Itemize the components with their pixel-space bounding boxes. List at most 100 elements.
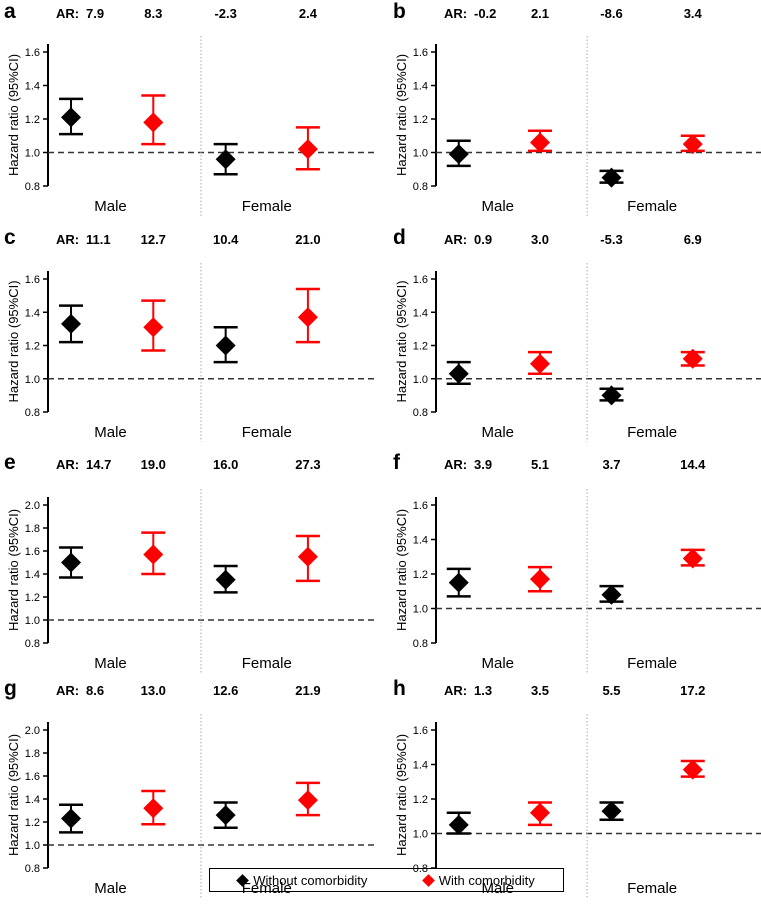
hr-point-g (61, 808, 82, 829)
y-tick-label-c: 1.2 (25, 341, 40, 353)
ar-value-e: 14.7 (86, 457, 111, 472)
group-label-male-d: Male (481, 424, 514, 441)
y-axis-title-g: Hazard ratio (95%CI) (6, 734, 21, 856)
hr-point-h (601, 801, 622, 822)
hr-point-e (215, 569, 236, 590)
y-tick-label-d: 0.8 (413, 407, 428, 419)
y-axis-title-h: Hazard ratio (95%CI) (394, 734, 409, 856)
y-tick-label-a: 0.8 (25, 181, 40, 193)
legend: Without comorbidity With comorbidity (209, 868, 564, 892)
y-tick-label-h: 1.4 (413, 760, 428, 772)
ar-value-c: 21.0 (295, 232, 320, 247)
ar-value-b: -0.2 (474, 6, 496, 21)
y-tick-label-g: 1.2 (25, 817, 40, 829)
y-tick-label-d: 1.4 (413, 307, 428, 319)
ar-value-f: 5.1 (531, 457, 549, 472)
hr-point-b (601, 167, 622, 188)
hr-point-e (143, 544, 164, 565)
ar-value-f: 14.4 (680, 457, 706, 472)
ar-value-a: 8.3 (144, 6, 162, 21)
hr-point-b (448, 144, 469, 165)
ar-value-d: 0.9 (474, 232, 492, 247)
hr-point-h (448, 814, 469, 835)
y-tick-label-g: 1.6 (25, 771, 40, 783)
group-label-female-b: Female (627, 198, 677, 215)
ar-value-d: 6.9 (684, 232, 702, 247)
hr-point-a (61, 107, 82, 128)
ar-value-b: -8.6 (600, 6, 622, 21)
ar-value-e: 16.0 (213, 457, 238, 472)
ar-value-g: 12.6 (213, 683, 238, 698)
ar-value-c: 12.7 (141, 232, 166, 247)
group-label-female-h: Female (627, 880, 677, 897)
y-axis-title-d: Hazard ratio (95%CI) (394, 280, 409, 402)
group-label-female-a: Female (242, 198, 292, 215)
group-label-male-e: Male (94, 655, 127, 672)
ar-value-f: 3.7 (602, 457, 620, 472)
hr-point-f (448, 572, 469, 593)
group-label-male-h: Male (481, 880, 514, 897)
y-tick-label-g: 2.0 (25, 725, 40, 737)
y-tick-label-c: 1.4 (25, 307, 40, 319)
y-tick-label-e: 1.8 (25, 523, 40, 535)
panel-letter-c: c (4, 226, 16, 249)
hr-point-h (530, 802, 550, 823)
y-tick-label-e: 0.8 (25, 638, 40, 650)
hr-point-d (530, 353, 550, 374)
legend-label-without: Without comorbidity (253, 872, 368, 888)
group-label-female-e: Female (242, 655, 292, 672)
group-label-male-a: Male (94, 198, 127, 215)
ar-value-e: 27.3 (295, 457, 320, 472)
ar-prefix-b: AR: (444, 6, 467, 21)
ar-value-b: 2.1 (531, 6, 549, 21)
hr-point-g (215, 805, 236, 826)
ar-value-b: 3.4 (684, 6, 703, 21)
ar-value-h: 5.5 (602, 683, 620, 698)
y-tick-label-e: 1.2 (25, 592, 40, 604)
hr-point-h (682, 759, 703, 780)
ar-value-a: 7.9 (86, 6, 104, 21)
ar-value-f: 3.9 (474, 457, 492, 472)
y-tick-label-f: 1.2 (413, 569, 428, 581)
hr-point-a (297, 139, 318, 160)
ar-value-g: 13.0 (141, 683, 166, 698)
ar-value-h: 1.3 (474, 683, 492, 698)
ar-prefix-d: AR: (444, 232, 467, 247)
ar-value-c: 11.1 (86, 232, 111, 247)
group-label-female-g: Female (242, 880, 292, 897)
y-tick-label-b: 1.4 (413, 81, 428, 93)
hr-point-a (143, 112, 164, 133)
black-diamond-icon (236, 873, 250, 887)
hr-point-d (682, 348, 703, 369)
y-tick-label-h: 1.6 (413, 725, 428, 737)
y-tick-label-h: 1.2 (413, 794, 428, 806)
group-label-female-c: Female (242, 424, 292, 441)
y-tick-label-g: 1.8 (25, 748, 40, 760)
group-label-female-f: Female (627, 655, 677, 672)
panel-letter-d: d (393, 226, 406, 249)
group-label-male-c: Male (94, 424, 127, 441)
hr-point-f (682, 548, 703, 569)
y-tick-label-f: 1.0 (413, 604, 428, 616)
hr-point-d (448, 363, 469, 384)
ar-prefix-f: AR: (444, 457, 467, 472)
y-tick-label-b: 1.2 (413, 114, 428, 126)
y-tick-label-h: 0.8 (413, 863, 428, 875)
y-axis-title-c: Hazard ratio (95%CI) (6, 280, 21, 402)
hr-point-d (601, 385, 622, 406)
red-diamond-icon (421, 873, 435, 887)
y-axis-title-a: Hazard ratio (95%CI) (6, 54, 21, 176)
hr-point-a (215, 149, 236, 170)
y-tick-label-d: 1.6 (413, 274, 428, 286)
group-label-male-f: Male (481, 655, 514, 672)
group-label-male-b: Male (481, 198, 514, 215)
legend-item-with: With comorbidity (421, 873, 535, 888)
y-tick-label-f: 1.4 (413, 535, 428, 547)
ar-value-e: 19.0 (141, 457, 166, 472)
y-tick-label-g: 1.4 (25, 794, 40, 806)
y-tick-label-c: 1.0 (25, 374, 40, 386)
panel-letter-b: b (393, 0, 406, 23)
ar-value-h: 17.2 (680, 683, 705, 698)
panel-letter-h: h (393, 677, 406, 700)
